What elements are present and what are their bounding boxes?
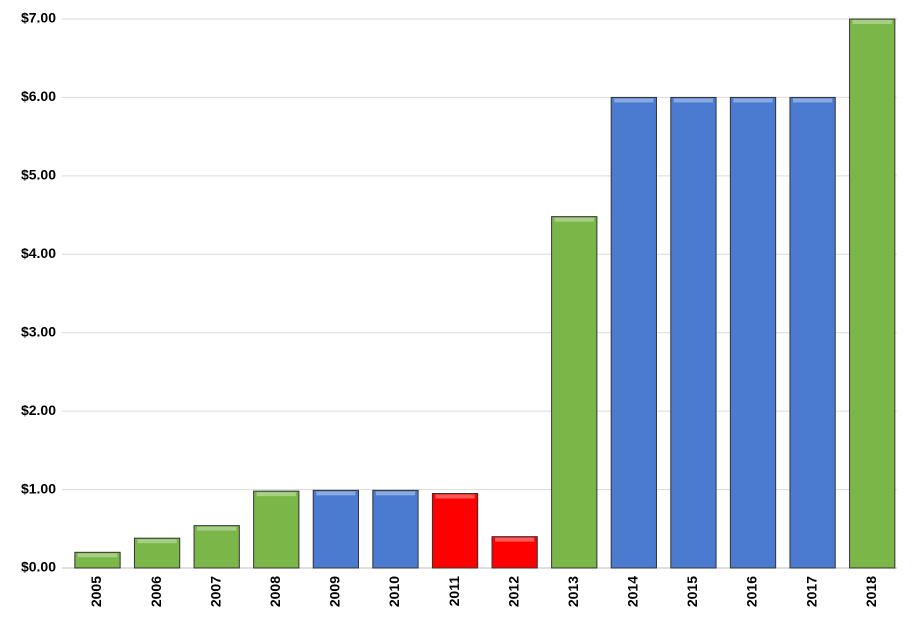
y-tick-label: $4.00	[21, 245, 56, 261]
y-tick-label: $2.00	[21, 402, 56, 418]
y-tick-label: $6.00	[21, 88, 56, 104]
bar-bevel	[77, 553, 118, 558]
y-tick-label: $3.00	[21, 323, 56, 339]
bar-bevel	[375, 491, 416, 496]
bar	[610, 96, 657, 569]
bar	[670, 96, 717, 569]
x-tick-label: 2017	[803, 576, 819, 607]
bar	[193, 525, 240, 569]
bar	[133, 537, 181, 569]
bar	[849, 18, 896, 569]
x-tick-label: 2010	[386, 576, 402, 607]
x-tick-label: 2009	[327, 576, 343, 607]
bar	[551, 216, 598, 569]
y-tick-label: $5.00	[21, 167, 56, 183]
bar-bevel	[614, 98, 654, 103]
bar-bevel	[673, 98, 714, 103]
x-tick-label: 2018	[863, 576, 879, 607]
x-tick-label: 2007	[207, 576, 223, 607]
bar	[789, 96, 836, 569]
bar-bevel	[792, 98, 833, 103]
y-tick-label: $7.00	[21, 10, 56, 26]
x-tick-label: 2006	[148, 576, 164, 607]
y-tick-label: $1.00	[21, 480, 56, 496]
x-tick-label: 2013	[565, 576, 581, 607]
x-tick-label: 2016	[744, 576, 760, 607]
x-tick-label: 2011	[446, 576, 462, 607]
x-tick-label: 2008	[267, 576, 283, 607]
bar-bevel	[554, 217, 594, 222]
bar-bevel	[316, 491, 356, 496]
x-tick-label: 2014	[625, 576, 641, 607]
bar-bevel	[137, 539, 177, 544]
bar	[253, 490, 300, 569]
bar-bevel	[495, 537, 535, 542]
bar	[491, 536, 538, 569]
bar	[431, 492, 479, 569]
bar-bevel	[435, 494, 475, 499]
bar	[74, 551, 121, 569]
bar-bevel	[197, 526, 237, 531]
x-tick-label: 2012	[505, 576, 521, 607]
bar	[372, 489, 419, 569]
bar-bevel	[852, 20, 892, 24]
bar-bevel	[733, 98, 773, 103]
bar-bevel	[256, 492, 296, 497]
x-tick-label: 2005	[88, 576, 104, 607]
y-tick-label: $0.00	[21, 559, 56, 575]
bar	[312, 489, 360, 569]
bar	[729, 96, 777, 569]
x-tick-label: 2015	[684, 576, 700, 607]
